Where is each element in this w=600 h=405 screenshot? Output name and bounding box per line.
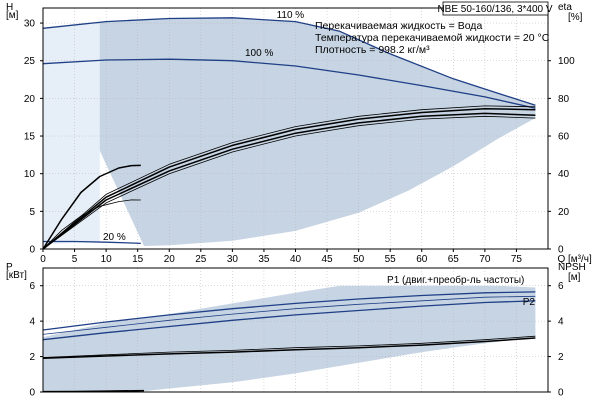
x-tick-label: 65: [448, 254, 460, 265]
x-tick-label: 30: [227, 254, 239, 265]
y2-tick-label: 0: [558, 245, 564, 256]
series-line-head-2: [43, 240, 141, 245]
y-tick-label: 30: [24, 19, 36, 30]
y-tick-label: 10: [24, 169, 36, 180]
x-axis-title: Q [м³/ч]: [557, 254, 592, 265]
model-label: NBE 50-160/136, 3*400 V: [437, 4, 552, 15]
y-tick-label: 15: [24, 132, 36, 143]
series-line-eta-6: [42, 107, 536, 250]
x-tick-label: 40: [290, 254, 302, 265]
x-tick-label: 45: [322, 254, 334, 265]
series-label: 110 %: [277, 10, 305, 21]
plot-frame: [42, 267, 549, 393]
x-tick-label: 0: [40, 254, 46, 265]
info-line: Перекачиваемая жидкость = Вода: [315, 20, 482, 32]
info-line: Температура перекачиваемой жидкости = 20…: [315, 32, 550, 44]
y-axis-title: P: [6, 262, 13, 273]
y-tick-label: 0: [29, 388, 35, 399]
y2-axis-title: NPSH: [558, 262, 586, 273]
series-line-head-0: [42, 17, 536, 106]
info-line: Плотность = 998.2 кг/м³: [315, 44, 430, 56]
x-tick-label: 60: [416, 254, 428, 265]
y2-axis-unit: [%]: [568, 12, 583, 23]
x-tick-label: 55: [385, 254, 397, 265]
panel-head: [40, 7, 551, 252]
panel-power: [40, 267, 551, 393]
y-tick-label: 4: [29, 317, 35, 328]
y2-tick-label: 100: [558, 56, 575, 67]
y2-tick-label: 4: [558, 317, 564, 328]
y-tick-label: 2: [29, 352, 35, 363]
series-line-eta-4: [42, 164, 141, 250]
y-axis-title: H: [6, 2, 13, 13]
series-line-p_thin-2: [42, 295, 536, 335]
y2-tick-label: 80: [558, 94, 570, 105]
y-tick-label: 5: [29, 207, 35, 218]
y2-axis-title: eta: [558, 2, 572, 13]
series-label: P1 (двиг.+преобр-ль частоты): [387, 274, 524, 286]
series-line-eta-7: [42, 112, 536, 250]
series-line-eta_thin-8: [42, 115, 536, 250]
x-tick-label: 35: [258, 254, 270, 265]
x-tick-label: 50: [353, 254, 365, 265]
series-line-eta_thin-3: [42, 199, 141, 250]
y2-tick-label: 20: [558, 207, 570, 218]
y2-tick-label: 40: [558, 169, 570, 180]
series-label: 100 %: [245, 48, 273, 59]
series-line-p2-1: [42, 300, 536, 341]
x-tick-label: 25: [195, 254, 207, 265]
y2-tick-label: 6: [558, 281, 564, 292]
y2-axis-unit: [м]: [568, 272, 581, 283]
x-tick-label: 70: [479, 254, 491, 265]
y-axis-unit: [кВт]: [6, 270, 27, 281]
x-tick-label: 15: [132, 254, 144, 265]
y2-tick-label: 0: [558, 388, 564, 399]
series-line-eta_thin-5: [42, 105, 536, 250]
series-label: P2: [523, 297, 536, 308]
operating-range-band: [43, 17, 536, 246]
y-tick-label: 20: [24, 94, 36, 105]
x-tick-label: 5: [72, 254, 78, 265]
y2-tick-label: 60: [558, 132, 570, 143]
series-line-npsh-4: [42, 337, 536, 360]
x-tick-label: 75: [511, 254, 523, 265]
y-axis-unit: [м]: [6, 10, 19, 21]
model-label-box: [442, 1, 549, 16]
series-line-head-1: [42, 58, 536, 109]
series-line-p1-0: [42, 291, 536, 331]
x-tick-label: 20: [164, 254, 176, 265]
series-line-npsh_thin-3: [42, 335, 536, 358]
y-tick-label: 6: [29, 281, 35, 292]
operating-range-band: [43, 285, 536, 392]
y-tick-label: 25: [24, 56, 36, 67]
y-tick-label: 0: [29, 245, 35, 256]
x-tick-label: 10: [101, 254, 113, 265]
series-label: 20 %: [103, 232, 126, 243]
y2-tick-label: 2: [558, 352, 564, 363]
